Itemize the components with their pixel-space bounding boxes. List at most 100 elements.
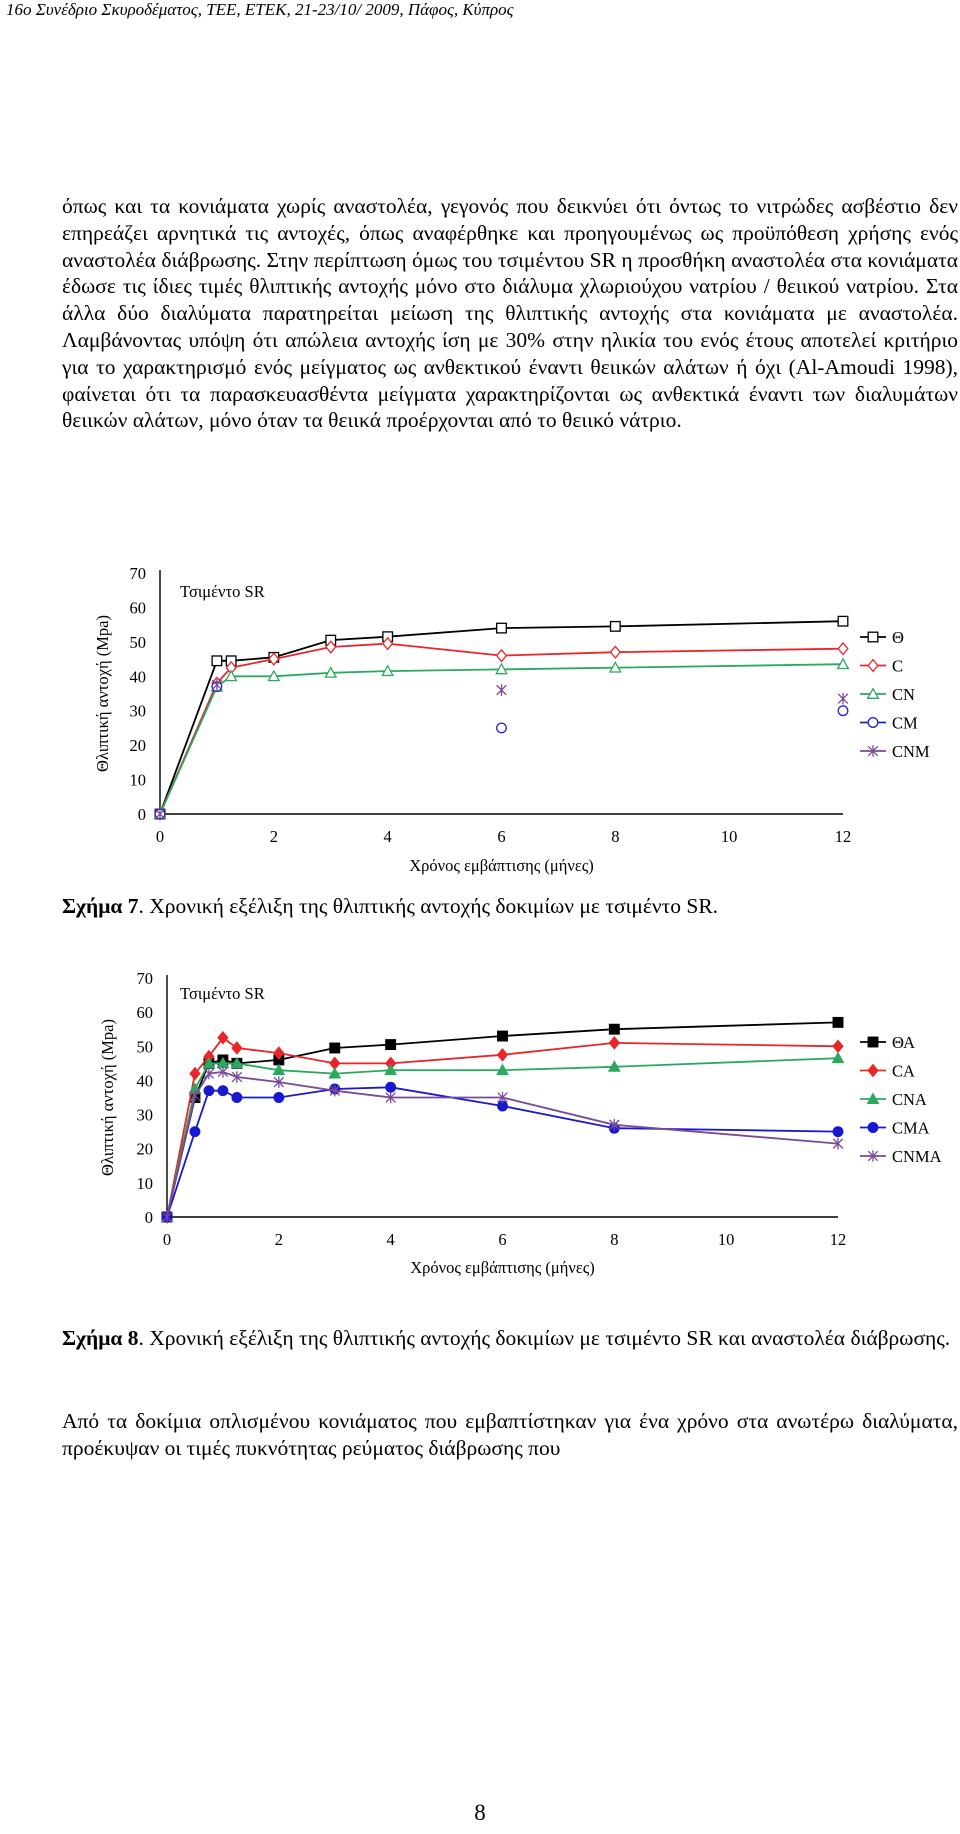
- data-point-CNMA: [231, 1071, 243, 1083]
- data-point-CNA: [328, 1066, 342, 1079]
- x-tick-label: 2: [270, 827, 278, 846]
- data-point-CNMA: [273, 1076, 285, 1088]
- figure-7-caption-text: . Χρονική εξέλιξη της θλιπτικής αντοχής …: [138, 894, 719, 918]
- figure-8-label: Σχήμα 8: [62, 1326, 139, 1350]
- legend-marker-CNA: [866, 1092, 880, 1104]
- legend-label-CM: CM: [892, 714, 918, 733]
- x-axis-label: Χρόνος εμβάπτισης (μήνες): [409, 856, 594, 875]
- data-point-CA: [217, 1030, 229, 1045]
- data-point-CMA: [832, 1126, 844, 1138]
- data-point-CN: [495, 662, 508, 675]
- legend-entry-Θ: Θ: [860, 628, 904, 647]
- legend-marker-CMA: [867, 1122, 879, 1133]
- data-point-CNA: [384, 1063, 398, 1076]
- legend-label-CNMA: CNMA: [892, 1147, 942, 1166]
- data-point-ΘΑ: [832, 1016, 844, 1028]
- y-tick-label: 40: [130, 667, 147, 686]
- y-tick-label: 20: [137, 1140, 154, 1159]
- data-point-ΘΑ: [497, 1030, 508, 1042]
- data-point-CNA: [496, 1063, 509, 1076]
- series-line-CNA: [166, 1057, 839, 1218]
- legend-marker-CN: [866, 687, 880, 699]
- data-point-CNMA: [217, 1066, 229, 1078]
- data-point-CNA: [272, 1063, 286, 1076]
- figure-7-label: Σχήμα 7: [62, 894, 139, 918]
- data-point-CM: [496, 722, 507, 734]
- legend-marker-ΘΑ: [867, 1036, 879, 1048]
- data-point-ΘΑ: [329, 1042, 341, 1054]
- data-point-CA: [608, 1036, 620, 1050]
- x-tick-label: 0: [163, 1230, 171, 1249]
- data-point-C: [609, 645, 621, 660]
- data-point-C: [495, 648, 508, 663]
- data-point-C: [268, 652, 280, 666]
- data-point-C: [837, 641, 849, 656]
- figure-8-caption-text: . Χρονική εξέλιξη της θλιπτικής αντοχής …: [138, 1326, 951, 1350]
- legend-label-CNM: CNM: [892, 742, 930, 761]
- figure-8-caption: Σχήμα 8. Χρονική εξέλιξη της θλιπτικής α…: [62, 1325, 958, 1351]
- x-tick-label: 4: [387, 1230, 395, 1249]
- data-point-CN: [267, 669, 281, 682]
- y-tick-label: 70: [130, 564, 147, 583]
- data-point-CN: [608, 661, 622, 673]
- data-point-CNMA: [161, 1211, 173, 1223]
- data-point-C: [325, 640, 337, 654]
- legend-entry-CMA: CMA: [860, 1119, 930, 1138]
- y-axis-label: Θλιπτική αντοχή (Mpa): [93, 615, 112, 772]
- y-tick-label: 20: [130, 736, 147, 755]
- data-point-CMA: [231, 1092, 243, 1103]
- x-tick-label: 12: [830, 1230, 847, 1249]
- data-point-ΘΑ: [608, 1023, 620, 1035]
- legend-label-CMA: CMA: [892, 1119, 930, 1138]
- x-tick-label: 12: [835, 827, 852, 846]
- series-CNM: [154, 679, 849, 820]
- data-point-CMA: [385, 1081, 397, 1093]
- data-point-CN: [836, 657, 850, 670]
- legend-marker-CNMA: [867, 1150, 879, 1162]
- data-point-CNMA: [203, 1067, 215, 1080]
- x-tick-label: 10: [718, 1230, 735, 1249]
- chart-title: Τσιμέντο SR: [180, 984, 265, 1003]
- data-point-CA: [273, 1046, 285, 1060]
- legend-entry-CA: CA: [860, 1062, 915, 1081]
- x-tick-label: 4: [384, 827, 392, 846]
- series-CM: [154, 681, 849, 820]
- data-point-CNA: [202, 1056, 216, 1069]
- series-CNMA: [161, 1066, 844, 1223]
- data-point-CMA: [217, 1085, 229, 1097]
- x-tick-label: 0: [156, 827, 164, 846]
- legend-marker-CA: [867, 1063, 879, 1078]
- data-point-CNMA: [385, 1091, 396, 1104]
- chart-title: Τσιμέντο SR: [180, 582, 265, 601]
- data-point-CA: [496, 1048, 509, 1062]
- data-point-CA: [832, 1039, 844, 1054]
- legend-entry-CNMA: CNMA: [860, 1147, 942, 1166]
- conference-header: 16ο Συνέδριο Σκυροδέματος, ΤΕΕ, ΕΤΕΚ, 21…: [6, 0, 514, 19]
- data-point-CA: [189, 1066, 201, 1081]
- page-number: 8: [474, 1800, 486, 1825]
- legend-label-ΘΑ: ΘΑ: [892, 1033, 915, 1052]
- x-tick-label: 6: [498, 1230, 506, 1249]
- figure-7-caption: Σχήμα 7. Χρονική εξέλιξη της θλιπτικής α…: [62, 893, 958, 919]
- data-point-CN: [324, 666, 338, 678]
- data-point-CNMA: [329, 1084, 341, 1097]
- data-point-CNMA: [497, 1091, 508, 1104]
- data-point-CMA: [273, 1092, 285, 1103]
- y-tick-label: 50: [130, 633, 147, 652]
- data-point-CNMA: [189, 1089, 201, 1102]
- y-tick-label: 60: [137, 1003, 154, 1022]
- series-CN: [153, 657, 850, 819]
- legend-entry-CNA: CNA: [860, 1090, 927, 1109]
- chart-figure-7: 0 10 20 30 40 50 60 70 0 2 4 6 8 10 12 Χρόνος εμβάπτιση…: [93, 564, 930, 875]
- series-CMA: [161, 1081, 844, 1223]
- legend-marker-CM: [867, 717, 879, 728]
- data-point-CA: [231, 1041, 243, 1055]
- x-axis-label: Χρόνος εμβάπτισης (μήνες): [410, 1258, 595, 1277]
- legend-entry-CN: CN: [860, 685, 915, 704]
- data-point-CNA: [831, 1051, 845, 1064]
- legend-label-Θ: Θ: [892, 628, 904, 647]
- legend-label-CN: CN: [892, 685, 915, 704]
- x-tick-label: 8: [610, 1230, 618, 1249]
- data-point-Θ: [609, 620, 621, 632]
- y-tick-label: 0: [145, 1208, 153, 1227]
